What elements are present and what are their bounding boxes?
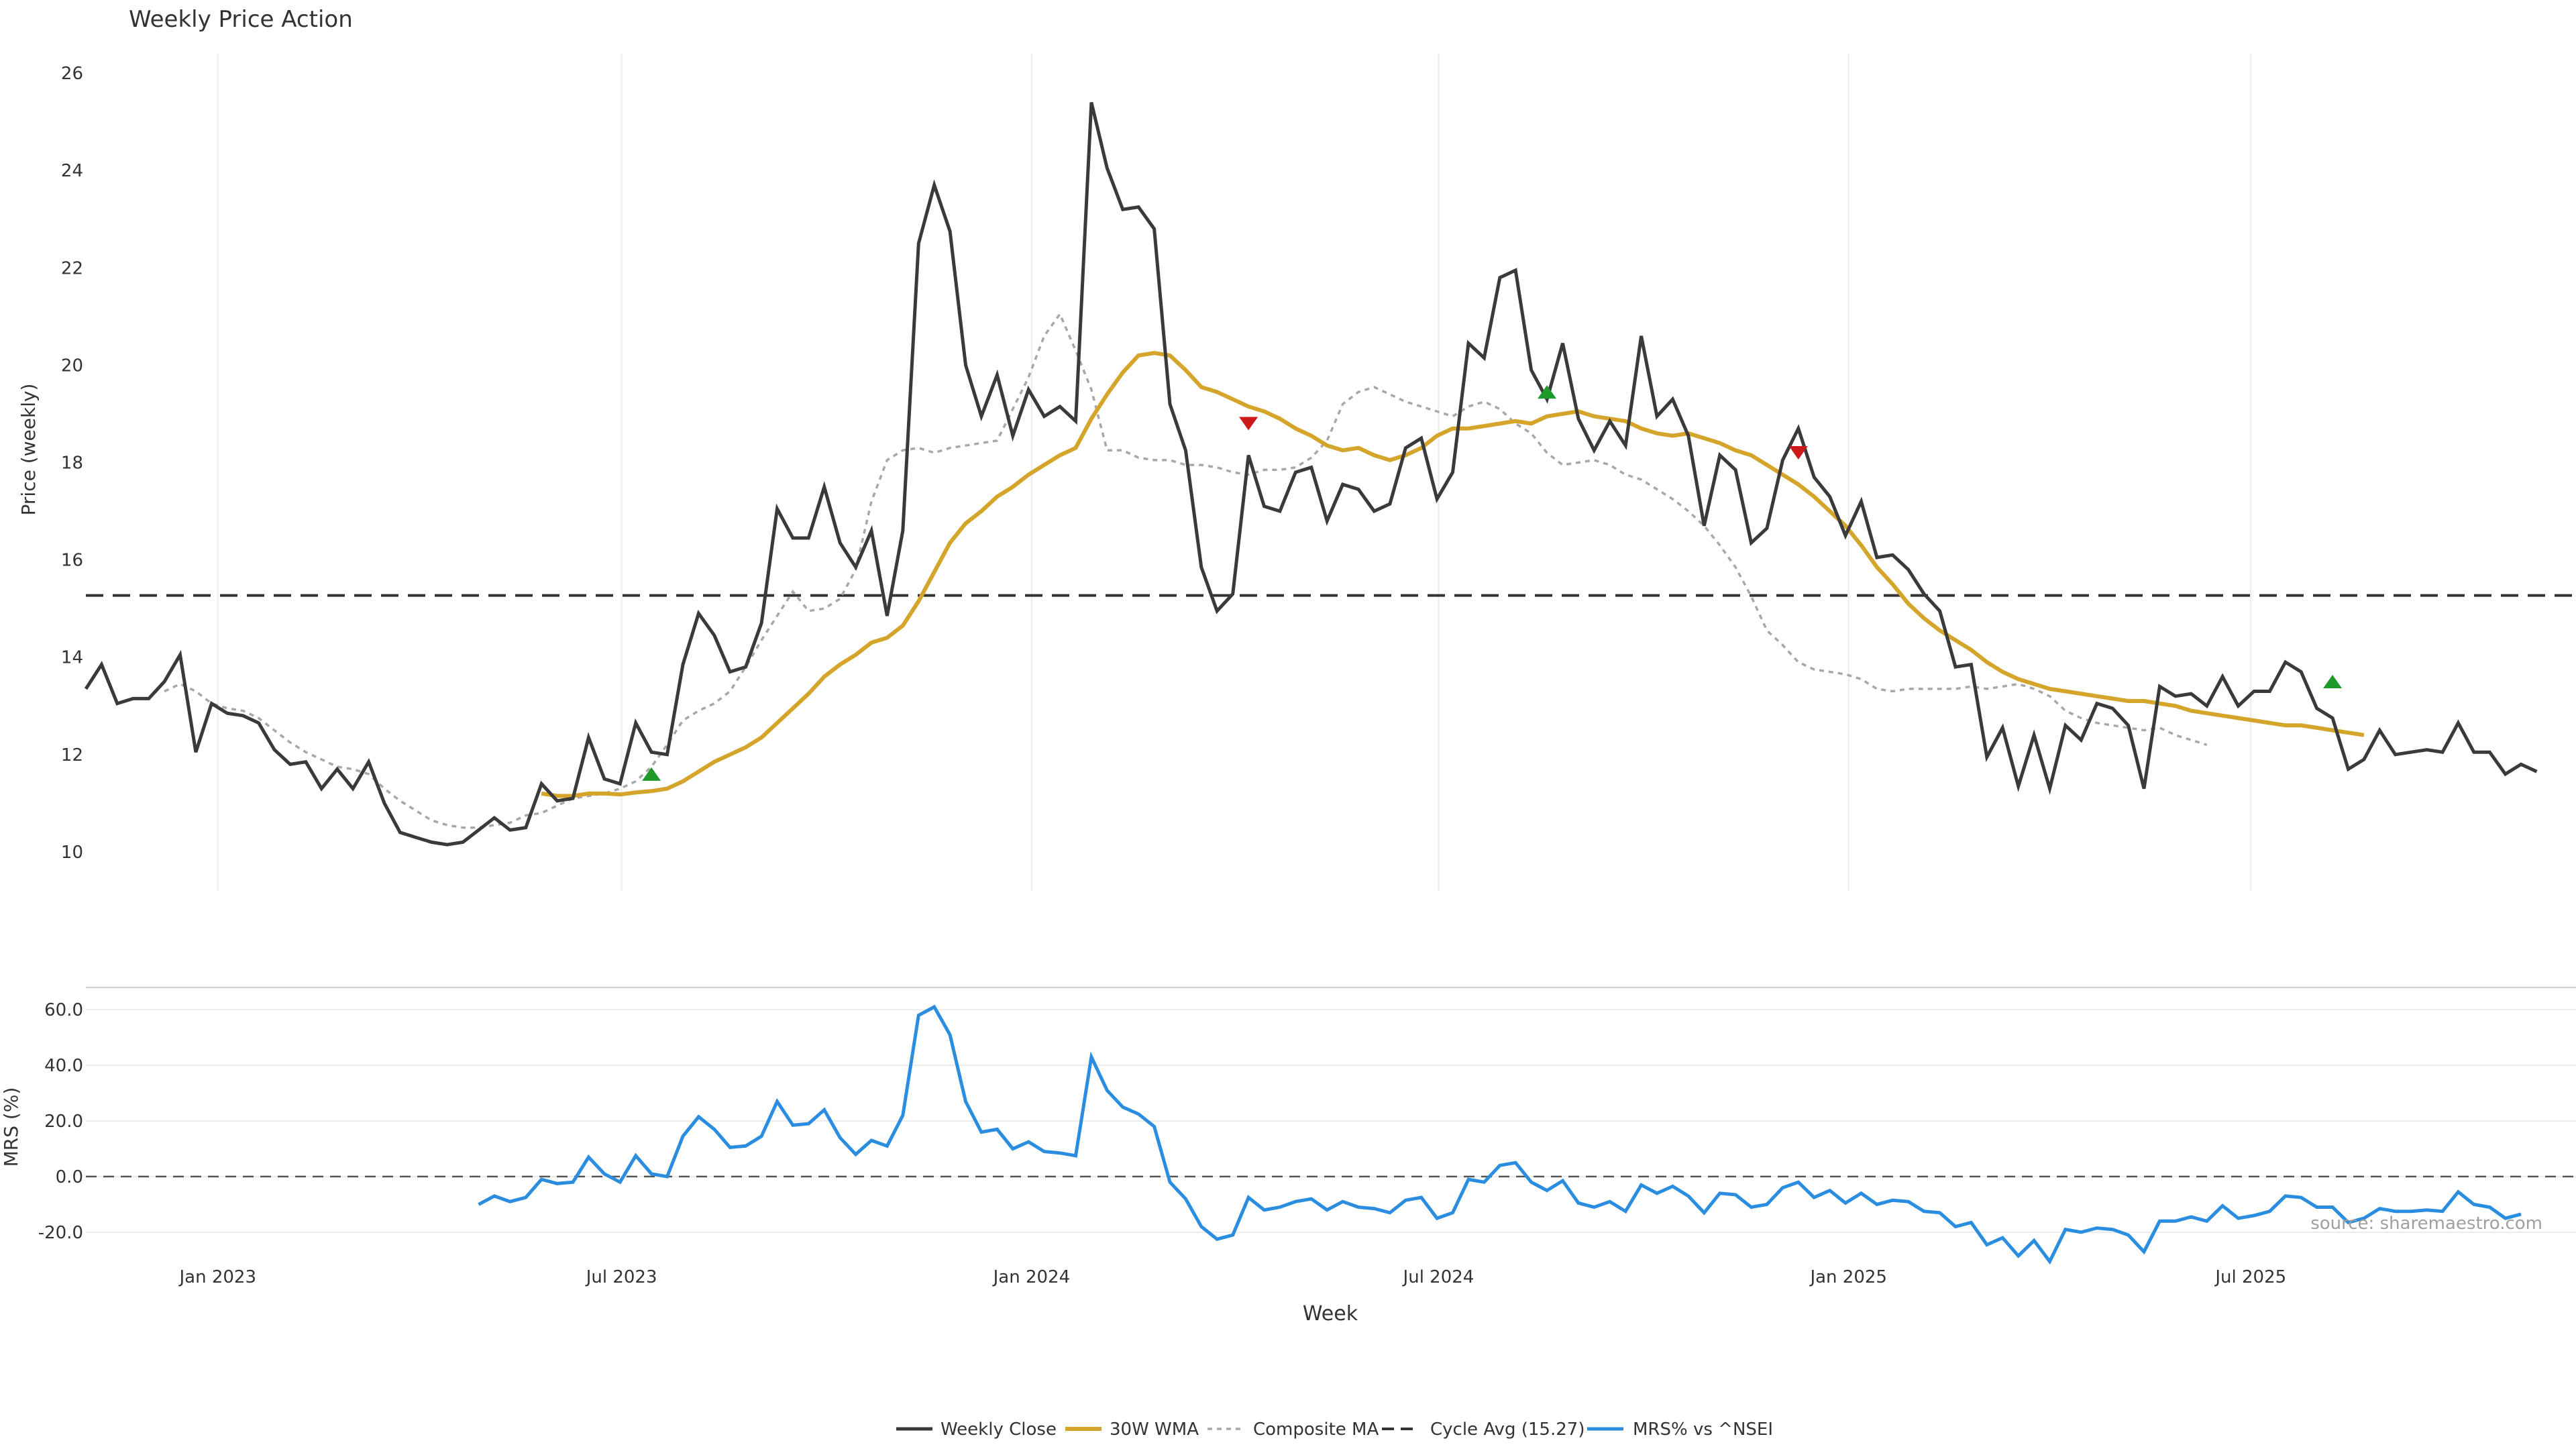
buy-signal-marker — [2323, 675, 2343, 688]
mrs-y-tick: 0.0 — [56, 1167, 83, 1187]
sell-signal-marker — [1788, 445, 1808, 460]
price-y-tick: 14 — [61, 648, 83, 668]
price-y-tick: 18 — [61, 453, 83, 473]
price-y-tick: 20 — [61, 356, 83, 376]
composite-ma-line — [164, 311, 2208, 829]
mrs-y-tick: -20.0 — [38, 1223, 83, 1243]
legend-item-mrs: MRS% vs ^NSEI — [1587, 1419, 1773, 1440]
buy-signal-marker — [1538, 385, 1557, 399]
price-y-tick: 12 — [61, 745, 83, 765]
legend-item-composite-ma: Composite MA — [1208, 1419, 1379, 1440]
weekly-close-line — [84, 102, 2538, 847]
sell-signal-marker — [1239, 417, 1258, 431]
x-tick: Jan 2023 — [178, 1267, 256, 1287]
x-tick: Jul 2024 — [1402, 1267, 1474, 1287]
price-y-tick: 26 — [61, 64, 83, 84]
signal-markers — [642, 385, 2343, 781]
price-axis-label: Price (weekly) — [17, 384, 40, 516]
legend-item-weekly-close: Weekly Close — [896, 1419, 1057, 1440]
wma-30w-line — [541, 351, 2365, 798]
x-tick: Jul 2023 — [585, 1267, 657, 1287]
price-y-tick: 24 — [61, 161, 83, 181]
x-tick: Jul 2025 — [2214, 1267, 2286, 1287]
legend-label: Composite MA — [1253, 1419, 1379, 1440]
legend: Weekly Close 30W WMA Composite MA Cycle … — [896, 1419, 1773, 1440]
price-y-tick: 10 — [61, 843, 83, 863]
source-note: source: sharemaestro.com — [2310, 1214, 2542, 1234]
buy-signal-marker — [642, 767, 661, 781]
x-axis-label: Week — [1303, 1302, 1358, 1326]
mrs-y-tick: 20.0 — [44, 1112, 83, 1132]
x-ticks: Jan 2023 Jul 2023 Jan 2024 Jul 2024 Jan … — [178, 1267, 2286, 1287]
legend-label: Cycle Avg (15.27) — [1430, 1419, 1585, 1440]
price-panel: Price (weekly) 10 12 14 16 18 20 22 24 2… — [17, 54, 2576, 891]
legend-item-cycle-avg: Cycle Avg (15.27) — [1382, 1419, 1585, 1440]
price-y-tick: 22 — [61, 258, 83, 278]
mrs-y-tick: 60.0 — [44, 1000, 83, 1020]
chart-title: Weekly Price Action — [129, 6, 353, 33]
mrs-gridlines — [86, 1009, 2576, 1233]
mrs-y-tick: 40.0 — [44, 1056, 83, 1076]
mrs-line — [478, 1004, 2522, 1265]
price-gridlines — [217, 54, 2252, 891]
mrs-y-ticks: 60.0 40.0 20.0 0.0 -20.0 — [38, 1000, 83, 1243]
legend-label: Weekly Close — [941, 1419, 1057, 1440]
legend-label: 30W WMA — [1110, 1419, 1199, 1440]
x-tick: Jan 2025 — [1809, 1267, 1887, 1287]
mrs-panel: MRS (%) 60.0 40.0 20.0 0.0 -20.0 source:… — [0, 987, 2576, 1265]
x-tick: Jan 2024 — [992, 1267, 1071, 1287]
legend-label: MRS% vs ^NSEI — [1633, 1419, 1773, 1440]
price-y-tick: 16 — [61, 551, 83, 571]
mrs-axis-label: MRS (%) — [0, 1087, 22, 1167]
legend-item-30w-wma: 30W WMA — [1065, 1419, 1199, 1440]
price-y-ticks: 10 12 14 16 18 20 22 24 26 — [61, 64, 83, 863]
